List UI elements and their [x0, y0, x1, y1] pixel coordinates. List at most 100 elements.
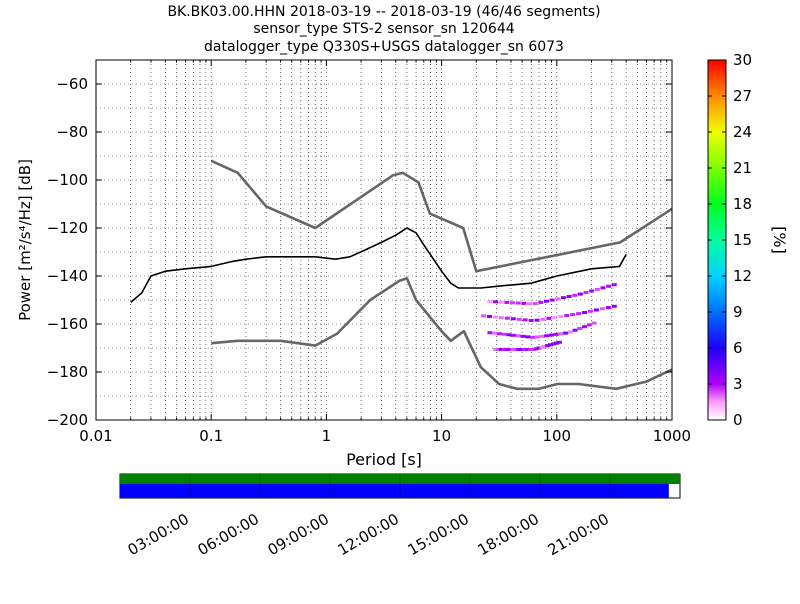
y-tick-label: −100: [47, 171, 88, 189]
heatmap-cell-outlier: [589, 289, 595, 293]
heatmap-cell-outlier: [530, 335, 536, 339]
heatmap-cell-outlier: [539, 345, 545, 349]
colorbar-ticks: 0 3 6 9 12 15 18 21 24 27 30: [708, 51, 752, 429]
heatmap-cell-outlier: [605, 306, 611, 310]
y-tick-label: −80: [56, 123, 88, 141]
colorbar-tick-label: 15: [733, 231, 752, 249]
heatmap-cell-outlier: [543, 299, 549, 303]
heatmap-cell-outlier: [510, 317, 516, 321]
heatmap-cell-outlier: [527, 348, 533, 351]
timeline-tick-label: 06:00:00: [195, 510, 262, 559]
x-tick-label: 1000: [653, 427, 691, 445]
heatmap-cell-outlier: [583, 291, 589, 295]
heatmap-cell-outlier: [533, 347, 539, 351]
heatmap-cell-outlier: [498, 300, 504, 304]
heatmap-cell-outlier: [486, 314, 492, 318]
colorbar-tick-label: 24: [733, 123, 752, 141]
colorbar-tick-label: 18: [733, 195, 752, 213]
heatmap-cell-outlier: [558, 332, 564, 336]
heatmap-cell-outlier: [493, 348, 499, 351]
heatmap-cell-outlier: [496, 348, 502, 351]
colorbar-label: [%]: [770, 226, 789, 254]
heatmap-cell-outlier: [492, 315, 498, 319]
heatmap-cell-outlier: [496, 332, 502, 336]
heatmap-cell-outlier: [548, 343, 554, 347]
x-axis-label: Period [s]: [346, 450, 422, 469]
heatmap-cell-outlier: [516, 317, 522, 321]
y-tick-label: −60: [56, 75, 88, 93]
heatmap-cell-outlier: [504, 348, 510, 351]
heatmap-cell-outlier: [487, 300, 493, 303]
heatmap-cell-outlier: [611, 304, 617, 308]
heatmap-cell-outlier: [591, 321, 597, 325]
new-high-noise-model-line: [210, 159, 672, 273]
title-line-2: sensor_type STS-2 sensor_sn 120644: [253, 21, 514, 37]
heatmap-cell-outlier: [563, 331, 569, 335]
median-line: [130, 227, 627, 304]
heatmap-cell-outlier: [539, 334, 545, 338]
plot-frame: [95, 59, 673, 421]
heatmap-cell-outlier: [582, 310, 588, 314]
heatmap-cell-outlier: [552, 315, 558, 319]
heatmap-cell-outlier: [544, 334, 550, 338]
timeline-coverage-bar: [120, 484, 669, 498]
heatmap-cell-outlier: [556, 340, 562, 344]
timeline-tick-label: 12:00:00: [335, 510, 402, 559]
title-line-3: datalogger_type Q330S+USGS datalogger_sn…: [204, 39, 564, 55]
timeline-tick-label: 21:00:00: [545, 510, 612, 559]
heatmap-cell-outlier: [582, 325, 588, 329]
heatmap-cell-outlier: [560, 296, 566, 300]
x-tick-label: 100: [542, 427, 571, 445]
heatmap-cell-outlier: [600, 286, 606, 290]
heatmap-cell-outlier: [510, 301, 516, 305]
y-tick-label: −120: [47, 219, 88, 237]
heatmap-cell-outlier: [525, 335, 531, 339]
y-axis-label: Power [m²/s⁴/Hz] [dB]: [16, 159, 34, 321]
heatmap-cell-outlier: [530, 348, 536, 351]
timeline-tick-label: 18:00:00: [475, 510, 542, 559]
heatmap-cell-outlier: [515, 334, 521, 338]
heatmap-cell-outlier: [487, 331, 493, 335]
heatmap-cell-outlier: [566, 295, 572, 299]
heatmap-cell-outlier: [538, 300, 544, 304]
heatmap-cell-outlier: [511, 333, 517, 337]
heatmap-cell-outlier: [481, 314, 487, 318]
heatmap-cell-outlier: [498, 348, 504, 351]
heatmap-cell-outlier: [504, 300, 510, 304]
y-tick-label: −140: [47, 267, 88, 285]
heatmap-cell-outlier: [593, 308, 599, 312]
heatmap-cell-outlier: [549, 298, 555, 302]
heatmap-cell-outlier: [572, 328, 578, 332]
x-tick-label: 0.01: [79, 427, 112, 445]
heatmap-cell-outlier: [528, 318, 534, 322]
heatmap-cell-outlier: [536, 346, 542, 350]
heatmap-cell-outlier: [524, 348, 530, 351]
heatmap-cell-outlier: [586, 323, 592, 327]
y-tick-label: −200: [47, 411, 88, 429]
ppsd-histogram: [481, 283, 617, 351]
heatmap-cell-outlier: [558, 314, 564, 318]
heatmap-cell-outlier: [553, 341, 559, 345]
heatmap-cell-outlier: [594, 287, 600, 291]
heatmap-cell-outlier: [522, 348, 528, 351]
heatmap-cell-outlier: [516, 348, 522, 351]
heatmap-cell-outlier: [506, 333, 512, 337]
colorbar-tick-label: 0: [733, 411, 743, 429]
heatmap-cell-outlier: [546, 316, 552, 320]
heatmap-cell-outlier: [577, 292, 583, 296]
heatmap-cell-outlier: [504, 316, 510, 320]
colorbar-tick-label: 9: [733, 303, 743, 321]
heatmap-cell-outlier: [540, 317, 546, 321]
heatmap-cell-outlier: [510, 348, 516, 351]
heatmap-cell-outlier: [519, 348, 525, 351]
heatmap-cell-outlier: [599, 307, 605, 311]
heatmap-cell-outlier: [522, 318, 528, 322]
x-tick-label: 10: [432, 427, 451, 445]
heatmap-cell-outlier: [572, 293, 578, 297]
heatmap-cell-outlier: [501, 348, 507, 351]
ppsd-lines: [130, 159, 672, 391]
colorbar-tick-label: 21: [733, 159, 752, 177]
heatmap-cell-outlier: [551, 342, 557, 346]
